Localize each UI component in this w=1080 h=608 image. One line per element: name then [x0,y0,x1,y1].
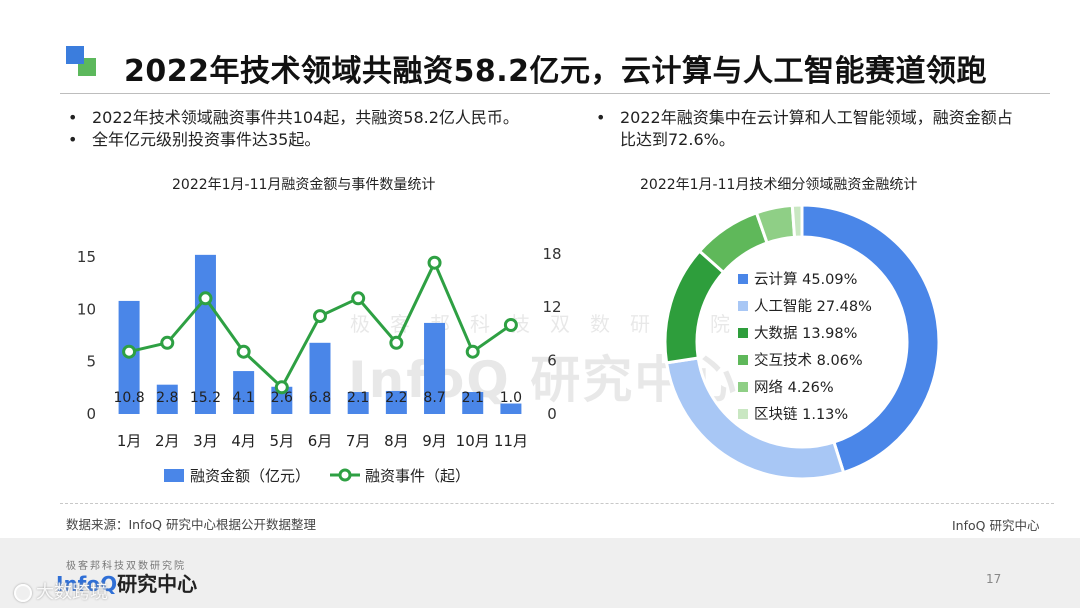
x-tick-label: 1月 [117,432,142,450]
legend-bar-label: 融资金额（亿元） [190,467,310,485]
legend-swatch [738,301,748,311]
line-point [389,335,404,350]
line-point [274,380,289,395]
legend-swatch [738,382,748,392]
bullet-item: 全年亿元级别投资事件达35起。 [64,129,519,151]
bar-value-label: 2.1 [462,390,484,406]
logo-square-blue [66,46,84,64]
footer [0,538,1080,608]
line-point [503,318,518,332]
donut-slice [790,203,804,239]
bar-value-label: 4.1 [233,390,255,406]
bar-value-label: 1.0 [500,390,522,406]
x-tick-label: 10月 [456,432,490,450]
line-point [198,291,213,306]
x-tick-label: 11月 [494,432,528,450]
bar [233,371,255,414]
legend-swatch [738,409,748,419]
footer-logo-en: InfoQ [56,572,118,596]
legend-swatch [738,274,748,284]
x-tick-label: 5月 [270,432,295,450]
footer-tagline: 极客邦科技双数研究院 [66,561,186,572]
x-tick-label: 6月 [308,432,333,450]
combo-chart: 0 5 10 15 0 6 12 18 10.8 2.8 15.2 4.1 2.6 6.8 2.1 2.2 8.… [77,245,562,485]
bar [309,342,331,414]
bar-value-label: 2.6 [271,390,293,406]
bottom-divider [60,503,1054,504]
brand-label: InfoQ 研究中心 [952,518,1040,533]
line-point [313,309,327,324]
legend-swatch [738,328,748,338]
legend-item: 大数据 13.98% [754,325,857,342]
bullets-right: 2022年融资集中在云计算和人工智能领域，融资金额占比达到72.6%。 [592,107,1022,151]
x-tick-label: 9月 [422,432,447,450]
combo-chart-title: 2022年1月-11月融资金额与事件数量统计 [172,177,436,193]
page-number: 17 [986,572,1002,586]
line-point [160,335,175,350]
legend-item: 交互技术 8.06% [754,351,863,369]
bullet-item: 2022年融资集中在云计算和人工智能领域，融资金额占比达到72.6%。 [592,107,1022,151]
bar-value-label: 6.8 [309,390,331,406]
legend-item: 区块链 1.13% [754,406,848,423]
donut-chart: 云计算 45.09% 人工智能 27.48% 大数据 13.98% 交互技术 8.06… [663,203,941,481]
footer-logo: InfoQ研究中心 [56,568,197,597]
x-tick-label: 2月 [155,432,180,450]
y-right-tick-label: 12 [542,298,561,316]
line-point [122,344,137,359]
footer-logo-cn: 研究中心 [117,572,198,596]
x-tick-label: 4月 [231,432,256,450]
bar-value-label: 8.7 [423,390,445,406]
legend-swatch [738,355,748,365]
x-tick-label: 3月 [193,432,218,450]
bullet-item: 2022年技术领域融资事件共104起，共融资58.2亿人民币。 [64,107,519,129]
title-divider [60,93,1050,94]
bar-value-label: 2.2 [385,390,407,406]
line-point [351,291,366,306]
bar [462,392,484,414]
bar [385,390,407,414]
legend-item: 云计算 45.09% [754,271,857,288]
bar [424,322,446,414]
legend-item: 网络 4.26% [754,379,834,396]
bar-value-label: 15.2 [190,390,221,406]
y-left-tick-label: 15 [77,248,96,266]
x-tick-label: 8月 [384,432,409,450]
line-point [427,255,442,270]
bullets-left: 2022年技术领域融资事件共104起，共融资58.2亿人民币。 全年亿元级别投资… [64,107,519,151]
y-left-tick-label: 0 [86,405,96,423]
y-right-tick-label: 0 [547,405,557,423]
bar-value-label: 10.8 [114,390,145,406]
legend-line-label: 融资事件（起） [365,467,470,485]
corner-watermark: 大数跨境 [14,578,108,604]
bar [156,384,178,414]
line-point [236,344,251,359]
donut-chart-title: 2022年1月-11月技术细分领域融资金融统计 [640,177,918,193]
bar-value-label: 2.1 [347,390,369,406]
line-point [465,344,480,359]
data-source: 数据来源：InfoQ 研究中心根据公开数据整理 [66,517,316,532]
legend-bar-swatch [164,469,184,482]
watermark-logo-icon [14,584,32,602]
bar [347,392,369,414]
legend-line-marker [338,468,352,482]
corner-watermark-text: 大数跨境 [36,582,108,603]
donut-slice [800,203,941,475]
bar [500,403,522,414]
legend-item: 人工智能 27.48% [754,298,872,315]
donut-slice [663,248,726,365]
y-right-tick-label: 18 [542,245,561,263]
y-left-tick-label: 5 [86,353,96,371]
title-logo [66,46,98,78]
bar [271,386,293,414]
bar-value-label: 2.8 [156,390,178,406]
x-tick-label: 7月 [346,432,371,450]
y-left-tick-label: 10 [77,300,96,318]
y-right-tick-label: 6 [547,352,557,370]
page-title: 2022年技术领域共融资58.2亿元，云计算与人工智能赛道领跑 [124,54,988,89]
